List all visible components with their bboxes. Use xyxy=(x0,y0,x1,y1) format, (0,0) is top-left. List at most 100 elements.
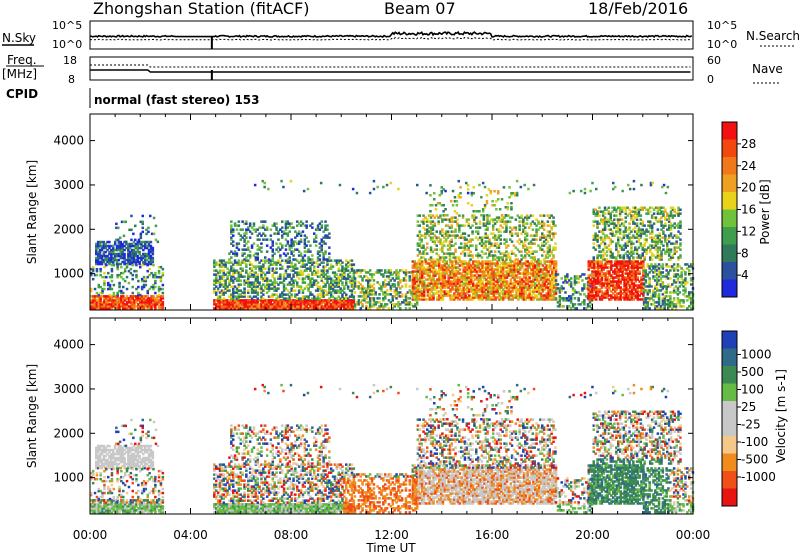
power-cell xyxy=(137,297,140,300)
power-cell xyxy=(328,301,331,304)
power-cell xyxy=(215,303,218,306)
power-cell xyxy=(562,287,565,290)
power-cell xyxy=(473,288,477,291)
power-cell xyxy=(106,244,109,248)
power-cell xyxy=(416,220,420,223)
power-cell xyxy=(434,262,437,265)
power-cell xyxy=(288,230,291,233)
power-cell xyxy=(492,232,495,235)
power-cell xyxy=(429,226,433,229)
power-cell xyxy=(102,252,106,256)
power-cell xyxy=(222,291,225,294)
power-cell xyxy=(545,284,548,287)
power-cell xyxy=(250,303,254,306)
power-cell xyxy=(139,265,142,269)
power-cell xyxy=(545,276,548,279)
power-cell xyxy=(546,240,550,243)
power-cell xyxy=(531,238,535,241)
power-cell xyxy=(324,303,327,306)
power-cell xyxy=(490,250,493,253)
power-cell xyxy=(118,297,121,300)
power-cell xyxy=(429,258,433,261)
power-cell xyxy=(454,262,458,265)
power-cell xyxy=(528,262,531,265)
power-cell xyxy=(350,265,354,268)
power-cell xyxy=(101,295,104,298)
power-cell xyxy=(108,305,112,308)
power-cell xyxy=(237,305,241,308)
power-cell xyxy=(441,276,445,279)
power-cell xyxy=(136,258,139,262)
power-cell xyxy=(510,250,514,253)
power-cell xyxy=(617,262,621,265)
power-cell xyxy=(474,210,477,213)
power-cell xyxy=(591,298,594,301)
nsky-traces xyxy=(89,30,693,49)
power-cell xyxy=(296,220,299,223)
nsky-label: N.Sky xyxy=(2,31,36,45)
power-cell xyxy=(498,280,501,283)
power-cell xyxy=(125,295,129,298)
power-cell xyxy=(517,270,520,273)
power-cell xyxy=(264,279,267,282)
power-cell xyxy=(101,305,104,308)
power-cell xyxy=(551,274,554,277)
power-cell xyxy=(583,299,586,302)
power-cell xyxy=(524,264,528,267)
power-cell xyxy=(411,288,415,291)
power-cell xyxy=(318,297,322,300)
power-cell xyxy=(520,298,524,301)
power-cell xyxy=(115,238,118,242)
power-cell xyxy=(135,287,138,291)
power-cell xyxy=(530,298,533,301)
power-cell xyxy=(468,268,471,271)
power-cell xyxy=(503,292,507,295)
power-cell xyxy=(281,236,284,239)
power-cell xyxy=(228,279,231,282)
power-cell xyxy=(484,252,487,255)
power-cell xyxy=(452,254,455,257)
power-cell xyxy=(275,305,278,308)
power-cell xyxy=(512,244,516,247)
power-cell xyxy=(256,252,259,255)
power-cell xyxy=(426,220,429,223)
power-cell xyxy=(507,244,510,247)
power-cell xyxy=(248,299,252,302)
power-cell xyxy=(600,262,604,265)
power-cell xyxy=(436,202,440,205)
power-cell xyxy=(502,282,505,285)
power-cell xyxy=(525,234,529,237)
power-cell xyxy=(258,269,261,272)
power-cell xyxy=(290,289,293,292)
power-cell xyxy=(123,303,127,306)
power-cell xyxy=(218,259,222,262)
power-cell xyxy=(547,290,550,293)
power-cell xyxy=(435,258,438,261)
power-cell xyxy=(256,297,259,300)
power-cell xyxy=(438,260,441,263)
power-cell xyxy=(311,263,314,266)
power-cell xyxy=(397,301,400,304)
power-cell xyxy=(97,293,100,297)
power-cell xyxy=(482,216,486,219)
power-cell xyxy=(569,295,573,298)
power-cell xyxy=(623,296,626,299)
power-cell xyxy=(497,228,501,231)
power-cell xyxy=(543,260,546,263)
power-cell xyxy=(254,275,258,278)
power-cell xyxy=(625,262,628,265)
power-cell xyxy=(424,272,428,275)
power-cell xyxy=(511,294,514,297)
power-cell xyxy=(448,254,452,257)
power-cell xyxy=(286,289,290,292)
power-cell xyxy=(337,259,340,262)
power-cell xyxy=(598,284,602,287)
power-cell xyxy=(415,276,418,279)
power-cell xyxy=(493,190,496,193)
power-cell xyxy=(148,267,151,271)
power-cell xyxy=(552,220,555,223)
power-cell xyxy=(269,287,273,290)
power-cell xyxy=(218,301,222,304)
power-cell xyxy=(96,252,100,256)
power-cell xyxy=(357,301,361,304)
